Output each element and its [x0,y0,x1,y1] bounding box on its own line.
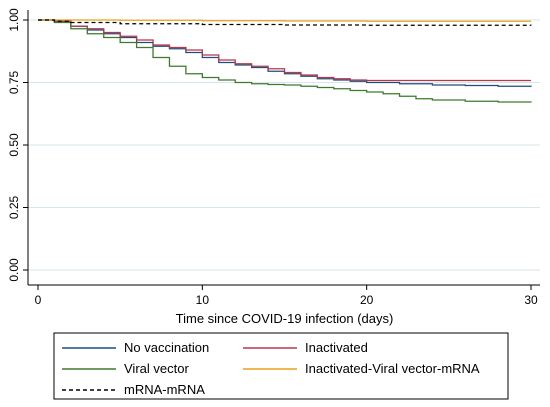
axes [27,10,540,286]
series-line-inactivated [38,19,531,82]
legend-label: Inactivated-Viral vector-mRNA [305,361,480,376]
y-tick-label: 0.25 [7,195,21,219]
gridlines [28,19,540,271]
y-tick-label: 0.00 [7,258,21,282]
series-line-mrna-mrna [38,19,532,26]
legend-label: Viral vector [124,361,189,376]
x-tick-label: 30 [524,293,538,307]
x-tick-label: 10 [196,293,210,307]
legend: No vaccination Inactivated Viral vector Ina… [53,332,509,400]
ticks: 0.00 0.25 0.50 0.75 1.00 0 10 20 30 [7,8,538,307]
y-tick-label: 0.50 [7,133,21,157]
legend-label: mRNA-mRNA [124,382,205,397]
legend-box [53,332,509,400]
x-axis-title: Time since COVID-19 infection (days) [176,311,394,326]
series-line-viral-vector [38,19,532,103]
series-line-inactivated-viral-vector-mrna [38,19,531,22]
y-tick-label: 0.75 [7,70,21,94]
legend-label: No vaccination [124,340,209,355]
series-lines [38,19,532,103]
legend-label: Inactivated [305,340,368,355]
x-tick-label: 0 [35,293,42,307]
x-tick-label: 20 [360,293,374,307]
y-tick-label: 1.00 [7,8,21,32]
